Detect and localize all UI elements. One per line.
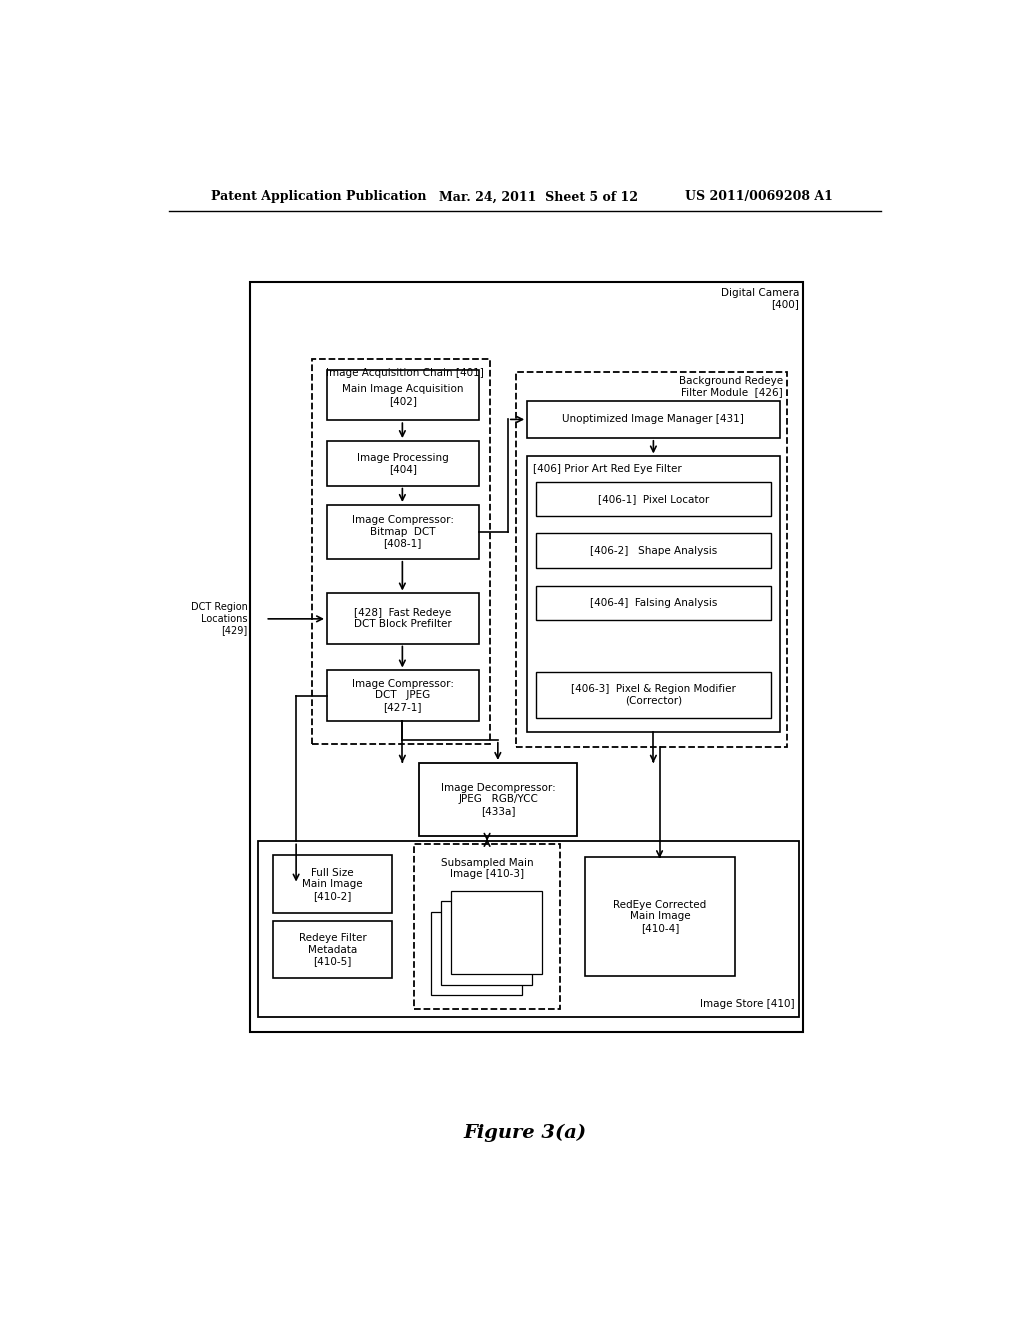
- Bar: [419, 763, 578, 836]
- Bar: [250, 281, 803, 1032]
- Text: DCT Region
Locations
[429]: DCT Region Locations [429]: [190, 602, 248, 635]
- Text: Redeye Filter
Metadata
[410-5]: Redeye Filter Metadata [410-5]: [299, 933, 367, 966]
- Text: Image Store [410]: Image Store [410]: [700, 999, 795, 1010]
- Text: Digital Camera
[400]: Digital Camera [400]: [721, 288, 799, 309]
- Text: Image Processing
[404]: Image Processing [404]: [357, 453, 449, 474]
- Text: [406-3]  Pixel & Region Modifier
(Corrector): [406-3] Pixel & Region Modifier (Correct…: [571, 684, 736, 706]
- Bar: [431, 912, 521, 995]
- Text: Figure 3(a): Figure 3(a): [463, 1123, 587, 1142]
- Bar: [515, 372, 786, 747]
- Text: Image Acquisition Chain [401]: Image Acquisition Chain [401]: [326, 368, 483, 378]
- Bar: [527, 457, 779, 733]
- Bar: [585, 857, 735, 977]
- Text: Background Redeye
Filter Module  [426]: Background Redeye Filter Module [426]: [679, 376, 782, 397]
- Text: [406] Prior Art Red Eye Filter: [406] Prior Art Red Eye Filter: [534, 465, 682, 474]
- Bar: [537, 586, 771, 620]
- Text: [406-4]  Falsing Analysis: [406-4] Falsing Analysis: [590, 598, 718, 609]
- Text: Image Compressor:
DCT   JPEG
[427-1]: Image Compressor: DCT JPEG [427-1]: [352, 678, 454, 711]
- Bar: [527, 401, 779, 438]
- Bar: [537, 482, 771, 516]
- Text: Patent Application Publication: Patent Application Publication: [211, 190, 427, 203]
- Bar: [311, 359, 490, 743]
- Text: RedEye Corrected
Main Image
[410-4]: RedEye Corrected Main Image [410-4]: [613, 900, 707, 933]
- Bar: [327, 441, 478, 486]
- Bar: [327, 594, 478, 644]
- Bar: [451, 891, 542, 974]
- Bar: [537, 533, 771, 568]
- Text: US 2011/0069208 A1: US 2011/0069208 A1: [685, 190, 833, 203]
- Text: Main Image Acquisition
[402]: Main Image Acquisition [402]: [342, 384, 464, 407]
- Text: Unoptimized Image Manager [431]: Unoptimized Image Manager [431]: [562, 414, 744, 425]
- Text: Image Compressor:
Bitmap  DCT
[408-1]: Image Compressor: Bitmap DCT [408-1]: [352, 515, 454, 548]
- Text: Image Decompressor:
JPEG   RGB/YCC
[433a]: Image Decompressor: JPEG RGB/YCC [433a]: [441, 783, 556, 816]
- Bar: [327, 506, 478, 558]
- Bar: [273, 855, 392, 913]
- Bar: [327, 671, 478, 721]
- Text: Mar. 24, 2011  Sheet 5 of 12: Mar. 24, 2011 Sheet 5 of 12: [438, 190, 638, 203]
- Bar: [441, 902, 531, 985]
- Bar: [258, 841, 799, 1016]
- Text: [428]  Fast Redeye
DCT Block Prefilter: [428] Fast Redeye DCT Block Prefilter: [354, 607, 452, 630]
- Bar: [327, 370, 478, 420]
- Text: [406-2]   Shape Analysis: [406-2] Shape Analysis: [590, 545, 718, 556]
- Bar: [273, 921, 392, 978]
- Text: Full Size
Main Image
[410-2]: Full Size Main Image [410-2]: [302, 867, 362, 900]
- Bar: [537, 672, 771, 718]
- Bar: [414, 843, 560, 1010]
- Text: [406-1]  Pixel Locator: [406-1] Pixel Locator: [598, 494, 710, 504]
- Text: Subsampled Main
Image [410-3]: Subsampled Main Image [410-3]: [440, 858, 534, 879]
